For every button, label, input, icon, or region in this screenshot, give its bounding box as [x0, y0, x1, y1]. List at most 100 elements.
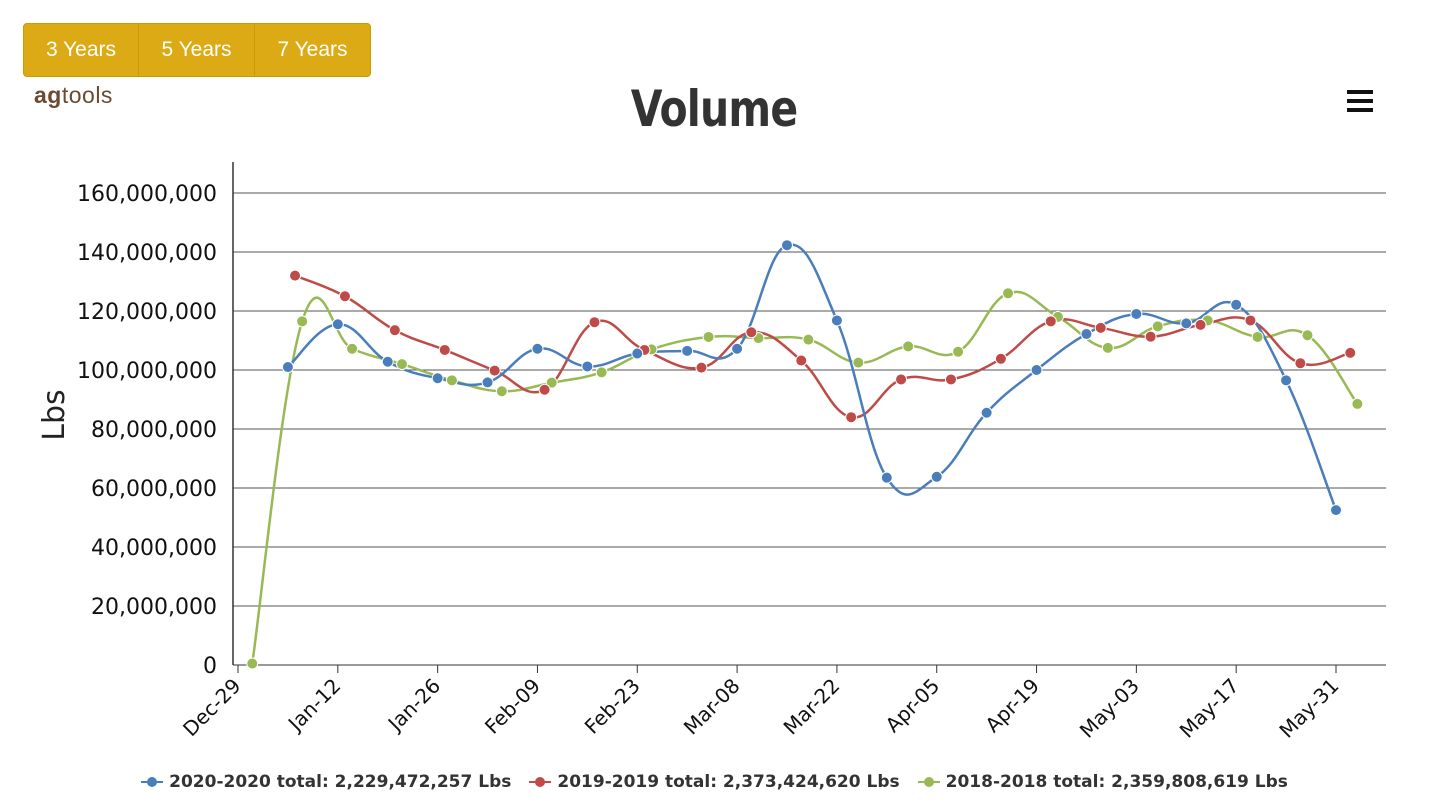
- data-point: [952, 345, 965, 358]
- x-tick-label: Jan-26: [382, 674, 445, 737]
- series-line: [251, 290, 1359, 664]
- range-5-years-button[interactable]: 5 Years: [139, 24, 255, 76]
- data-point: [1194, 318, 1207, 331]
- agtools-logo: agtools: [34, 82, 113, 108]
- y-tick-label: 20,000,000: [91, 595, 217, 620]
- data-point: [745, 326, 758, 339]
- x-tick-label: Feb-23: [580, 674, 645, 739]
- data-point: [802, 333, 815, 346]
- legend-label: 2020-2020 total: 2,229,472,257 Lbs: [169, 772, 512, 792]
- data-point: [246, 657, 259, 670]
- chart-title: Volume: [630, 80, 798, 138]
- legend-item[interactable]: 2018-2018 total: 2,359,808,619 Lbs: [917, 772, 1288, 792]
- data-point: [1144, 330, 1157, 343]
- data-point: [538, 383, 551, 396]
- data-point: [1230, 298, 1243, 311]
- y-tick-label: 100,000,000: [77, 359, 217, 384]
- data-point: [631, 347, 644, 360]
- y-tick-label: 140,000,000: [77, 241, 217, 266]
- data-point: [545, 376, 558, 389]
- x-tick-label: May-31: [1274, 674, 1343, 743]
- data-point: [481, 376, 494, 389]
- data-point: [781, 239, 793, 252]
- data-point: [581, 360, 594, 373]
- range-3-years-button[interactable]: 3 Years: [24, 24, 139, 76]
- x-tick-label: Apr-05: [881, 674, 945, 738]
- x-tick-label: May-17: [1175, 674, 1244, 743]
- data-point: [431, 372, 444, 385]
- data-point: [852, 356, 865, 369]
- data-point: [331, 318, 344, 331]
- x-tick-label: Mar-08: [679, 674, 745, 740]
- data-point: [588, 316, 601, 329]
- data-point: [289, 269, 302, 282]
- data-point: [1244, 314, 1257, 327]
- range-button-group: 3 Years 5 Years 7 Years: [23, 23, 371, 77]
- data-point: [1301, 329, 1314, 342]
- data-point: [346, 342, 359, 355]
- y-tick-label: 40,000,000: [91, 536, 217, 561]
- legend-label: 2019-2019 total: 2,373,424,620 Lbs: [557, 772, 900, 792]
- data-point: [1180, 317, 1193, 330]
- data-point: [702, 330, 715, 343]
- data-point: [895, 373, 908, 386]
- data-point: [445, 374, 458, 387]
- chart-legend: 2020-2020 total: 2,229,472,257 Lbs 2019-2…: [0, 772, 1429, 792]
- data-point: [1294, 357, 1307, 370]
- hamburger-menu-icon[interactable]: [1345, 87, 1375, 115]
- data-point: [795, 354, 808, 367]
- legend-item[interactable]: 2019-2019 total: 2,373,424,620 Lbs: [529, 772, 900, 792]
- data-point: [944, 373, 957, 386]
- y-tick-label: 80,000,000: [91, 418, 217, 443]
- data-point: [1002, 287, 1015, 300]
- volume-line-chart: 0 20,000,000 40,000,000 60,000,000 80,000,00…: [37, 162, 1386, 743]
- data-point: [595, 366, 608, 379]
- data-point: [296, 315, 309, 328]
- data-point: [1130, 307, 1143, 320]
- x-tick-label: Apr-19: [980, 674, 1044, 738]
- data-point: [338, 290, 351, 303]
- data-point: [1151, 320, 1164, 333]
- legend-marker-icon: [917, 776, 940, 788]
- data-point: [845, 411, 858, 424]
- data-point: [531, 342, 544, 355]
- data-point: [1094, 321, 1107, 334]
- data-point: [1251, 330, 1264, 343]
- data-point: [902, 340, 915, 353]
- x-tick-label: Feb-09: [480, 674, 545, 739]
- legend-marker-icon: [141, 776, 164, 788]
- y-tick-label: 60,000,000: [91, 477, 217, 502]
- data-point: [438, 343, 451, 356]
- data-point: [281, 361, 294, 374]
- data-point: [381, 355, 394, 368]
- data-point: [395, 358, 408, 371]
- data-point: [1030, 364, 1043, 376]
- data-point: [830, 314, 843, 327]
- data-point: [495, 385, 508, 398]
- data-point: [1330, 504, 1342, 517]
- data-point: [1280, 374, 1293, 387]
- data-point: [1351, 397, 1364, 410]
- y-axis-label: Lbs: [37, 389, 72, 440]
- legend-item[interactable]: 2020-2020 total: 2,229,472,257 Lbs: [141, 772, 511, 792]
- data-point: [1080, 328, 1093, 341]
- data-point: [681, 344, 694, 357]
- data-point: [695, 361, 708, 374]
- data-point: [930, 470, 943, 483]
- series-line: [294, 274, 1351, 419]
- x-tick-label: Jan-12: [282, 674, 345, 737]
- y-tick-label: 160,000,000: [77, 182, 217, 207]
- x-tick-label: Dec-29: [178, 674, 245, 741]
- range-7-years-button[interactable]: 7 Years: [255, 24, 370, 76]
- legend-label: 2018-2018 total: 2,359,808,619 Lbs: [945, 772, 1288, 792]
- data-point: [1101, 341, 1114, 354]
- data-point: [1344, 346, 1357, 359]
- data-point: [880, 471, 893, 484]
- x-tick-label: May-03: [1075, 674, 1144, 743]
- x-tick-label: Mar-22: [779, 674, 845, 740]
- y-tick-label: 0: [203, 654, 217, 679]
- data-point: [388, 324, 401, 337]
- data-point: [980, 406, 993, 419]
- data-point: [488, 364, 501, 377]
